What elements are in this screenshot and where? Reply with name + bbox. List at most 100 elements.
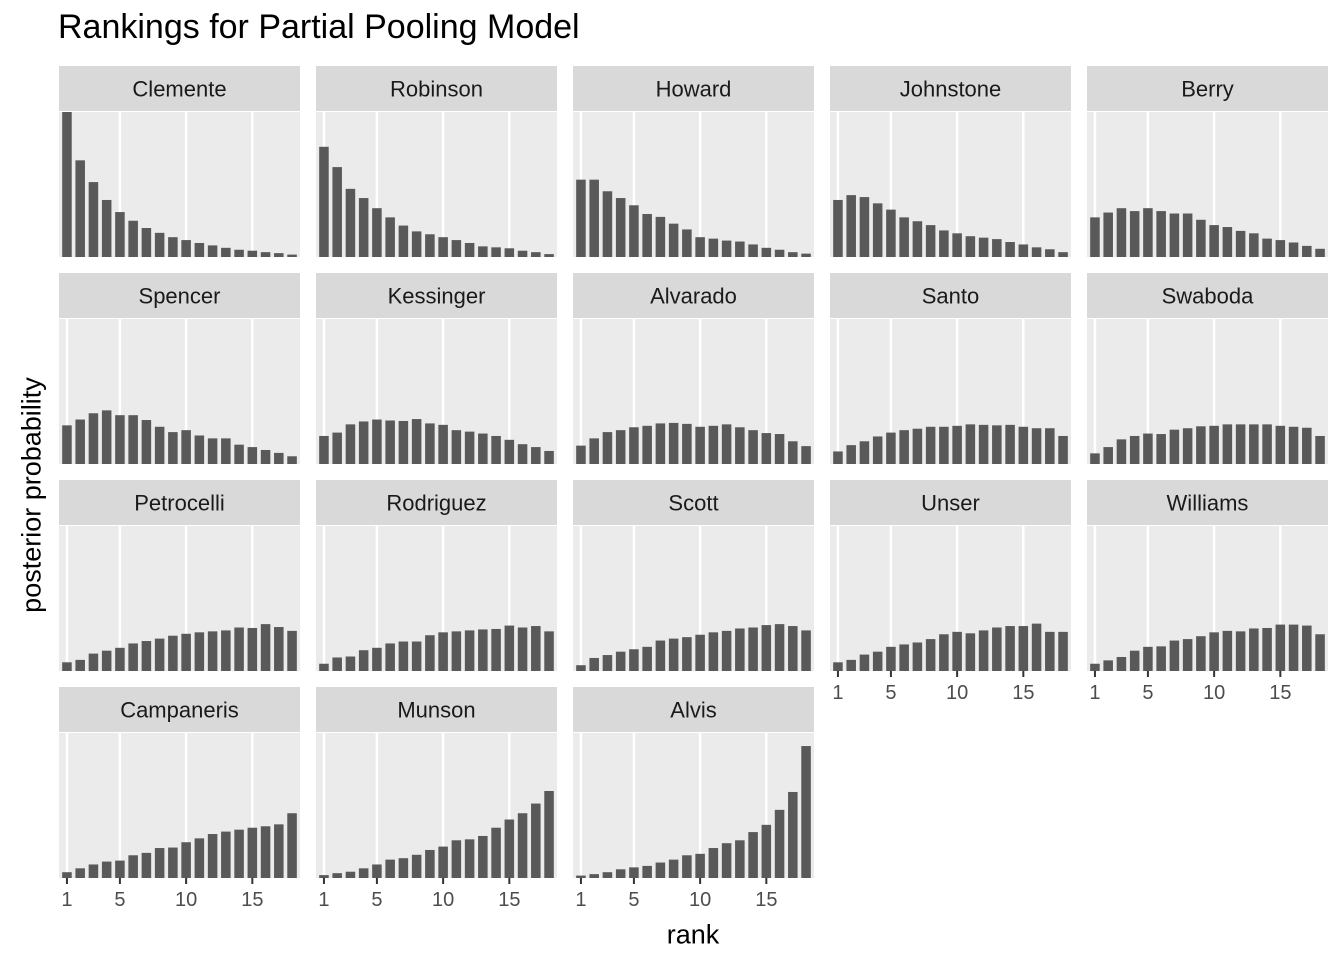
panel-background <box>316 526 557 671</box>
bar <box>154 232 165 257</box>
bar <box>358 650 369 671</box>
bar <box>668 638 679 671</box>
bar <box>859 654 870 671</box>
bar <box>655 216 666 257</box>
bar <box>1045 631 1055 671</box>
bar <box>721 630 732 671</box>
bar <box>438 424 448 464</box>
facet-strip <box>1087 273 1328 318</box>
bar <box>1262 424 1272 464</box>
chart-title: Rankings for Partial Pooling Model <box>58 8 580 46</box>
bar <box>602 655 613 671</box>
bar <box>464 630 475 671</box>
bar <box>141 228 152 257</box>
bar <box>181 430 191 464</box>
bar <box>181 633 191 671</box>
facet-panel: Rodriguez <box>316 480 557 671</box>
x-tick-label: 10 <box>1203 682 1225 704</box>
bar <box>345 188 356 257</box>
bar <box>62 112 72 257</box>
facet-label: Clemente <box>132 77 226 102</box>
facet-strip <box>830 66 1071 111</box>
bar <box>207 245 218 257</box>
bar <box>504 439 515 464</box>
bar <box>1222 227 1233 257</box>
bar <box>1045 249 1055 257</box>
bar <box>115 415 125 464</box>
bar <box>221 831 231 878</box>
facet-strip <box>316 480 557 525</box>
panel-background <box>830 319 1071 464</box>
panel-background <box>573 733 814 878</box>
bar <box>589 438 599 464</box>
bar <box>287 813 297 878</box>
bar <box>899 217 909 257</box>
bar <box>899 644 909 671</box>
bar <box>1275 240 1286 257</box>
bar <box>708 425 719 464</box>
bar <box>287 254 297 257</box>
bar <box>1288 426 1299 464</box>
bar <box>207 631 218 671</box>
bar <box>735 241 745 257</box>
bar <box>491 435 501 464</box>
bar <box>425 635 435 671</box>
bar <box>141 420 152 464</box>
x-tick-label: 15 <box>1012 682 1034 704</box>
bar <box>992 627 1002 671</box>
bar <box>372 864 382 878</box>
bar <box>544 791 554 878</box>
bar <box>478 433 488 464</box>
bar <box>168 432 178 464</box>
bar <box>833 451 843 464</box>
facet-label: Berry <box>1181 77 1234 102</box>
panel-background <box>59 112 300 257</box>
facet-strip <box>59 273 300 318</box>
bar <box>1288 624 1299 671</box>
facet-label: Campaneris <box>120 698 239 723</box>
bar <box>358 421 369 464</box>
bar <box>761 625 772 671</box>
bar <box>735 628 745 671</box>
facet-panel: Santo <box>830 273 1071 464</box>
bar <box>372 647 382 671</box>
bar <box>247 827 258 878</box>
bar <box>1090 663 1100 671</box>
panel-background <box>573 319 814 464</box>
bar <box>128 415 138 464</box>
bar <box>491 628 501 671</box>
bar <box>735 840 745 878</box>
bar <box>925 426 936 464</box>
x-tick-label: 10 <box>946 682 968 704</box>
bar <box>1196 636 1206 671</box>
bar <box>234 249 244 257</box>
bar <box>451 840 462 878</box>
bar <box>886 432 896 464</box>
bar <box>668 223 679 257</box>
bar <box>1129 211 1140 257</box>
bar <box>517 250 528 257</box>
facet-panel: Johnstone <box>830 66 1071 257</box>
bar <box>939 426 949 464</box>
bar <box>207 834 218 878</box>
bar <box>234 829 244 878</box>
bar <box>859 441 870 464</box>
bar <box>544 254 554 257</box>
bar <box>1116 656 1127 671</box>
bar <box>992 425 1002 464</box>
bar <box>1045 428 1055 464</box>
bar <box>88 182 99 257</box>
bar <box>287 630 297 671</box>
bar <box>1182 213 1193 257</box>
bar <box>1116 439 1127 464</box>
bar <box>385 859 395 878</box>
panel-background <box>59 526 300 671</box>
bar <box>1169 640 1180 671</box>
bar <box>247 250 258 257</box>
bar <box>1209 632 1219 671</box>
facet-strip <box>59 66 300 111</box>
bar <box>358 198 369 257</box>
